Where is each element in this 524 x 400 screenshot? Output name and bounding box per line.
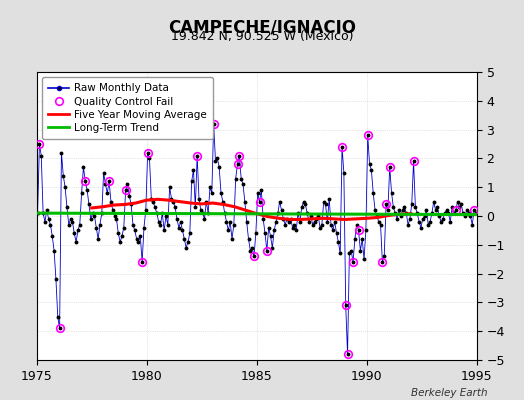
Text: 19.842 N, 90.525 W (Mexico): 19.842 N, 90.525 W (Mexico) — [171, 30, 353, 43]
Text: Berkeley Earth: Berkeley Earth — [411, 388, 487, 398]
Legend: Raw Monthly Data, Quality Control Fail, Five Year Moving Average, Long-Term Tren: Raw Monthly Data, Quality Control Fail, … — [42, 77, 213, 139]
Text: CAMPECHE/IGNACIO: CAMPECHE/IGNACIO — [168, 18, 356, 36]
